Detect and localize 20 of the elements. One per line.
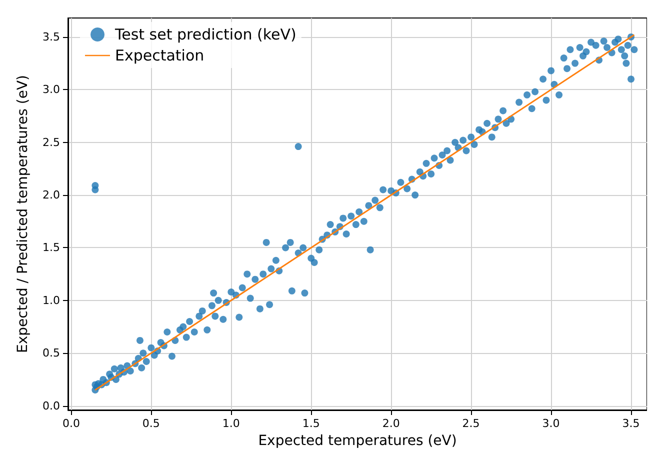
y-tick-label: 3.0 — [42, 83, 60, 96]
x-tick-label: 3.5 — [622, 417, 640, 430]
x-tick-label: 1.0 — [222, 417, 240, 430]
x-tick-label: 1.5 — [302, 417, 320, 430]
y-tick-label: 2.5 — [42, 136, 60, 149]
y-tick-label: 3.5 — [42, 30, 60, 44]
x-tick-label: 0.0 — [62, 417, 80, 430]
legend-label: Expectation — [115, 46, 204, 64]
y-tick-label: 2.0 — [42, 188, 60, 202]
x-tick-label: 2.0 — [382, 417, 400, 430]
y-axis-title: Expected / Predicted temperatures (eV) — [15, 75, 31, 353]
x-axis-title: Expected temperatures (eV) — [258, 433, 457, 449]
x-tick-label: 3.0 — [542, 417, 560, 430]
y-tick-label: 0.0 — [42, 399, 60, 412]
y-tick-label: 1.5 — [42, 241, 60, 254]
x-tick-label: 2.5 — [462, 417, 480, 430]
y-tick-label: 1.0 — [42, 294, 60, 307]
legend-label: Test set prediction (keV) — [114, 26, 296, 44]
x-tick-label: 0.5 — [142, 417, 160, 430]
y-tick-label: 0.5 — [42, 346, 60, 360]
